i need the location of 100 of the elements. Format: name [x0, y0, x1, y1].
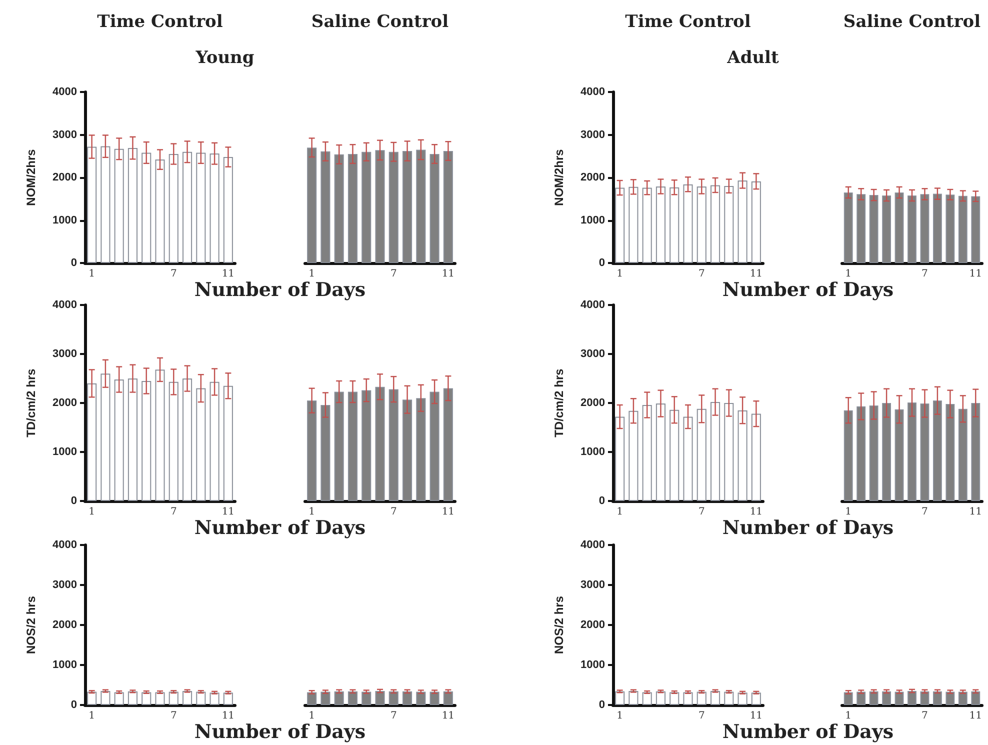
x-tick-label: 7: [922, 268, 928, 280]
bar: [724, 186, 734, 263]
bar: [168, 382, 178, 501]
bar: [683, 184, 693, 263]
bar: [87, 146, 97, 263]
y-tick-label: 4000: [52, 86, 77, 98]
bar: [615, 188, 625, 263]
x-tick-label: 1: [616, 268, 624, 280]
bar: [642, 404, 652, 501]
bar: [844, 410, 853, 501]
bar: [375, 386, 385, 501]
x-tick-label: 1: [616, 710, 624, 722]
bar: [933, 400, 942, 501]
bar: [710, 402, 720, 501]
y-tick-label: 1000: [580, 214, 605, 226]
bar: [856, 406, 866, 501]
bar: [182, 152, 192, 263]
bar: [656, 186, 666, 263]
bar: [348, 392, 358, 501]
bar: [869, 405, 878, 501]
bar: [656, 403, 666, 501]
bar: [100, 146, 110, 263]
bar: [388, 389, 398, 501]
x-tick-label: 1: [88, 268, 96, 280]
bar: [100, 374, 110, 501]
x-tick-label: 11: [442, 268, 455, 280]
x-tick-label: 7: [390, 268, 397, 280]
x-tick-label: 7: [170, 710, 177, 722]
y-tick-label: 4000: [52, 299, 77, 311]
x-tick-label: 11: [222, 710, 235, 722]
x-tick-label: 1: [308, 710, 316, 722]
y-axis-title: NOM/2hrs: [24, 148, 38, 206]
bar: [958, 408, 968, 501]
y-tick-label: 3000: [52, 348, 77, 360]
y-tick-label: 4000: [580, 539, 605, 551]
x-axis-title: Number of Days: [194, 721, 366, 743]
bar: [696, 186, 706, 263]
bar: [114, 148, 124, 263]
bar: [416, 398, 426, 501]
y-tick-label: 0: [70, 699, 77, 711]
bar: [114, 379, 124, 501]
bar: [142, 152, 152, 263]
x-axis-title: Number of Days: [722, 517, 894, 539]
chart-title: Saline Control: [311, 12, 449, 32]
chart-title: Saline Control: [843, 12, 981, 32]
x-tick-label: 7: [922, 710, 928, 722]
y-tick-label: 1000: [580, 446, 605, 458]
y-axis-title: NOM/2hrs: [552, 148, 566, 206]
x-tick-label: 1: [845, 268, 852, 280]
y-tick-label: 1000: [52, 659, 77, 671]
bar: [920, 403, 930, 501]
bar: [724, 403, 734, 501]
bar: [334, 392, 344, 501]
bar: [670, 187, 680, 263]
x-tick-label: 7: [698, 710, 705, 722]
y-tick-label: 0: [598, 495, 605, 507]
x-tick-label: 7: [170, 506, 177, 518]
x-tick-label: 11: [222, 268, 235, 280]
y-tick-label: 2000: [52, 172, 77, 184]
x-tick-label: 11: [750, 710, 763, 722]
bar: [751, 414, 761, 501]
x-tick-label: 11: [969, 268, 982, 280]
y-tick-label: 4000: [580, 86, 605, 98]
y-tick-label: 3000: [52, 128, 77, 141]
x-axis-title: Number of Days: [194, 279, 366, 301]
x-tick-label: 7: [698, 506, 705, 518]
bar: [128, 148, 138, 263]
bar: [142, 380, 152, 501]
bar: [751, 181, 761, 263]
bar: [738, 410, 748, 501]
bar: [87, 383, 97, 501]
bar: [168, 154, 178, 263]
bar: [362, 390, 372, 501]
x-tick-label: 7: [922, 506, 928, 518]
bar: [642, 188, 652, 263]
bar: [155, 370, 165, 501]
bar: [128, 378, 138, 501]
x-axis-title: Number of Days: [722, 279, 894, 301]
x-tick-label: 11: [750, 506, 763, 518]
x-tick-label: 1: [88, 710, 96, 722]
x-tick-label: 11: [442, 506, 455, 518]
x-tick-label: 11: [969, 710, 982, 722]
bar: [320, 404, 330, 501]
chart-subtitle: Young: [196, 48, 254, 68]
x-tick-label: 1: [616, 506, 624, 518]
y-tick-label: 0: [70, 495, 77, 507]
bar: [670, 410, 680, 501]
bar: [894, 409, 904, 501]
y-axis-title: TD/cm/2 hrs: [552, 368, 566, 438]
y-tick-label: 4000: [52, 539, 77, 551]
bar: [971, 403, 980, 501]
chart-subtitle: Adult: [727, 48, 779, 68]
x-tick-label: 11: [442, 710, 455, 722]
x-tick-label: 1: [845, 710, 852, 722]
x-tick-label: 7: [170, 268, 177, 280]
x-tick-label: 11: [222, 506, 235, 518]
chart-title: Time Control: [625, 12, 751, 32]
y-axis-title: NOS/2 hrs: [552, 596, 566, 654]
bar: [738, 180, 748, 263]
bar: [223, 386, 233, 501]
